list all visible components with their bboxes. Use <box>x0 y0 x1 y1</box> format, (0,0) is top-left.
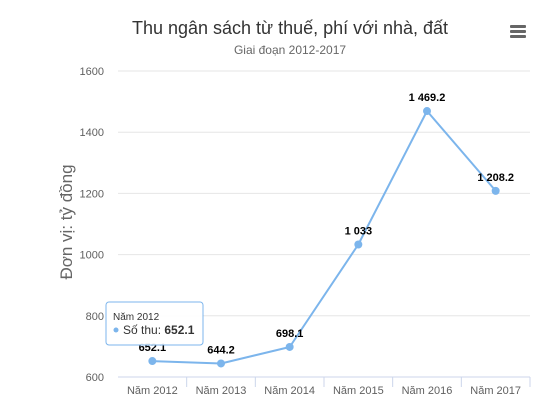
chart-subtitle: Giai đoạn 2012-2017 <box>234 43 346 57</box>
y-tick-label: 600 <box>86 372 104 384</box>
y-tick-label: 800 <box>86 311 104 323</box>
tooltip-series-label: Số thu: <box>123 323 164 337</box>
y-tick-label: 1200 <box>80 188 104 200</box>
x-tick-label: Năm 2014 <box>264 385 315 397</box>
x-tick-label: Năm 2015 <box>333 385 384 397</box>
data-label: 698.1 <box>276 328 304 340</box>
tooltip-series-marker <box>113 327 119 333</box>
data-label: 1 208.2 <box>477 172 514 184</box>
y-tick-label: 1000 <box>80 250 104 262</box>
y-axis-ticks: 600 800 1000 1200 1400 1600 <box>80 66 104 384</box>
tooltip: Năm 2012 Số thu: 652.1 <box>105 301 204 346</box>
tooltip-body: Số thu: 652.1 <box>123 323 195 337</box>
data-point[interactable] <box>285 342 294 351</box>
chart-title: Thu ngân sách từ thuế, phí với nhà, đất <box>132 18 448 38</box>
x-tick-label: Năm 2013 <box>196 385 247 397</box>
x-tick-label: Năm 2012 <box>127 385 178 397</box>
x-axis: Năm 2012 Năm 2013 Năm 2014 Năm 2015 Năm 2016… <box>118 376 531 397</box>
data-point[interactable] <box>491 186 500 195</box>
tooltip-header: Năm 2012 <box>113 312 160 323</box>
data-point[interactable] <box>148 357 157 366</box>
data-point[interactable] <box>217 359 225 368</box>
data-label: 644.2 <box>207 344 235 356</box>
tooltip-box <box>105 301 204 346</box>
data-label: 1 033 <box>345 226 373 238</box>
data-point[interactable] <box>423 107 431 116</box>
series-line <box>152 110 497 365</box>
data-label: 1 469.2 <box>409 92 446 104</box>
y-tick-label: 1600 <box>80 66 104 78</box>
series-so-thu <box>148 107 500 368</box>
tooltip-value: 652.1 <box>164 323 194 337</box>
x-tick-label: Năm 2016 <box>402 385 453 397</box>
y-axis-label: Đơn vị: tỷ đồng <box>57 164 76 279</box>
hamburger-menu-icon[interactable] <box>505 20 533 42</box>
y-tick-label: 1400 <box>80 127 104 139</box>
x-tick-label: Năm 2017 <box>470 385 521 397</box>
data-point[interactable] <box>354 240 363 249</box>
